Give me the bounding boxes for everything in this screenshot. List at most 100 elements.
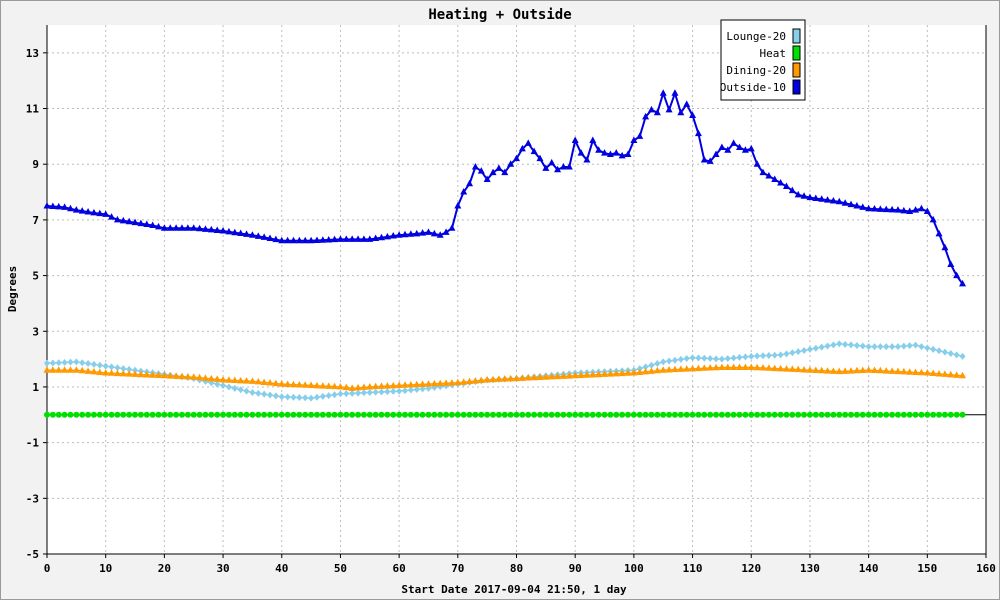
data-point	[894, 367, 902, 375]
y-tick-label: -3	[26, 492, 39, 505]
data-point	[243, 387, 250, 395]
data-point	[900, 367, 908, 375]
data-point	[55, 366, 63, 373]
data-point	[296, 411, 303, 418]
data-point	[736, 411, 743, 418]
data-point	[490, 411, 497, 418]
data-point	[102, 362, 109, 370]
data-point	[713, 411, 720, 418]
data-point	[865, 343, 872, 351]
data-point	[290, 411, 297, 418]
data-point	[407, 230, 415, 237]
data-point	[542, 411, 549, 418]
data-point	[865, 411, 872, 418]
data-point	[114, 411, 121, 418]
data-point	[237, 229, 245, 237]
data-point	[43, 366, 51, 373]
data-point	[477, 167, 485, 174]
x-tick-label: 140	[859, 562, 879, 575]
data-point	[713, 355, 720, 363]
data-point	[606, 150, 614, 157]
data-point	[829, 196, 837, 204]
data-point	[883, 343, 890, 351]
data-point	[272, 379, 280, 387]
data-point	[349, 389, 356, 397]
data-point	[789, 411, 796, 418]
data-point	[225, 376, 233, 383]
data-point	[248, 231, 256, 238]
series-outside-10	[43, 89, 967, 287]
data-point	[548, 372, 556, 380]
data-point	[302, 411, 309, 418]
data-point	[284, 380, 292, 387]
data-point	[894, 411, 901, 418]
data-point	[419, 411, 426, 418]
data-point	[126, 365, 133, 373]
data-point	[383, 382, 391, 389]
data-point	[260, 233, 268, 240]
data-point	[923, 369, 931, 376]
data-point	[923, 207, 931, 215]
data-point	[906, 411, 913, 418]
data-point	[842, 340, 849, 348]
data-point	[495, 164, 503, 171]
data-point	[530, 373, 538, 381]
data-point	[67, 358, 74, 366]
data-point	[718, 411, 725, 418]
data-point	[96, 361, 103, 369]
data-point	[871, 411, 878, 418]
data-point	[671, 89, 679, 96]
y-axis-label: Degrees	[6, 266, 19, 312]
data-point	[771, 364, 779, 372]
data-point	[290, 393, 297, 401]
data-point	[67, 411, 74, 418]
data-point	[918, 343, 925, 351]
data-point	[113, 369, 121, 377]
data-point	[55, 202, 63, 210]
data-point	[859, 342, 866, 350]
data-point	[589, 411, 596, 418]
data-point	[442, 228, 450, 235]
data-point	[788, 365, 796, 372]
data-point	[701, 411, 708, 418]
data-point	[859, 411, 866, 418]
data-point	[754, 411, 761, 418]
data-point	[612, 369, 620, 377]
data-point	[882, 205, 890, 213]
data-point	[331, 411, 338, 418]
data-point	[565, 372, 573, 379]
data-point	[666, 411, 673, 418]
data-point	[947, 350, 954, 358]
data-point	[548, 411, 555, 418]
data-point	[754, 352, 761, 360]
data-point	[325, 382, 333, 389]
data-point	[924, 411, 931, 418]
data-point	[360, 411, 367, 418]
y-tick-label: 1	[32, 381, 39, 394]
data-point	[284, 236, 292, 244]
data-point	[343, 411, 350, 418]
data-point	[601, 411, 608, 418]
x-tick-label: 20	[158, 562, 171, 575]
data-point	[936, 347, 943, 355]
data-point	[61, 366, 69, 373]
data-point	[835, 197, 843, 205]
x-tick-label: 120	[741, 562, 761, 575]
data-point	[237, 376, 245, 384]
data-point	[254, 377, 262, 385]
data-point	[278, 393, 285, 401]
data-point	[530, 147, 538, 155]
data-point	[677, 108, 685, 116]
data-point	[43, 201, 51, 209]
data-point	[536, 373, 544, 380]
data-point	[835, 367, 843, 375]
data-point	[73, 411, 80, 418]
data-point	[759, 364, 767, 371]
data-point	[125, 370, 133, 377]
data-point	[119, 369, 127, 377]
data-point	[378, 411, 385, 418]
data-point	[66, 366, 74, 373]
data-point	[782, 365, 790, 372]
data-point	[947, 411, 954, 418]
x-tick-label: 80	[510, 562, 523, 575]
